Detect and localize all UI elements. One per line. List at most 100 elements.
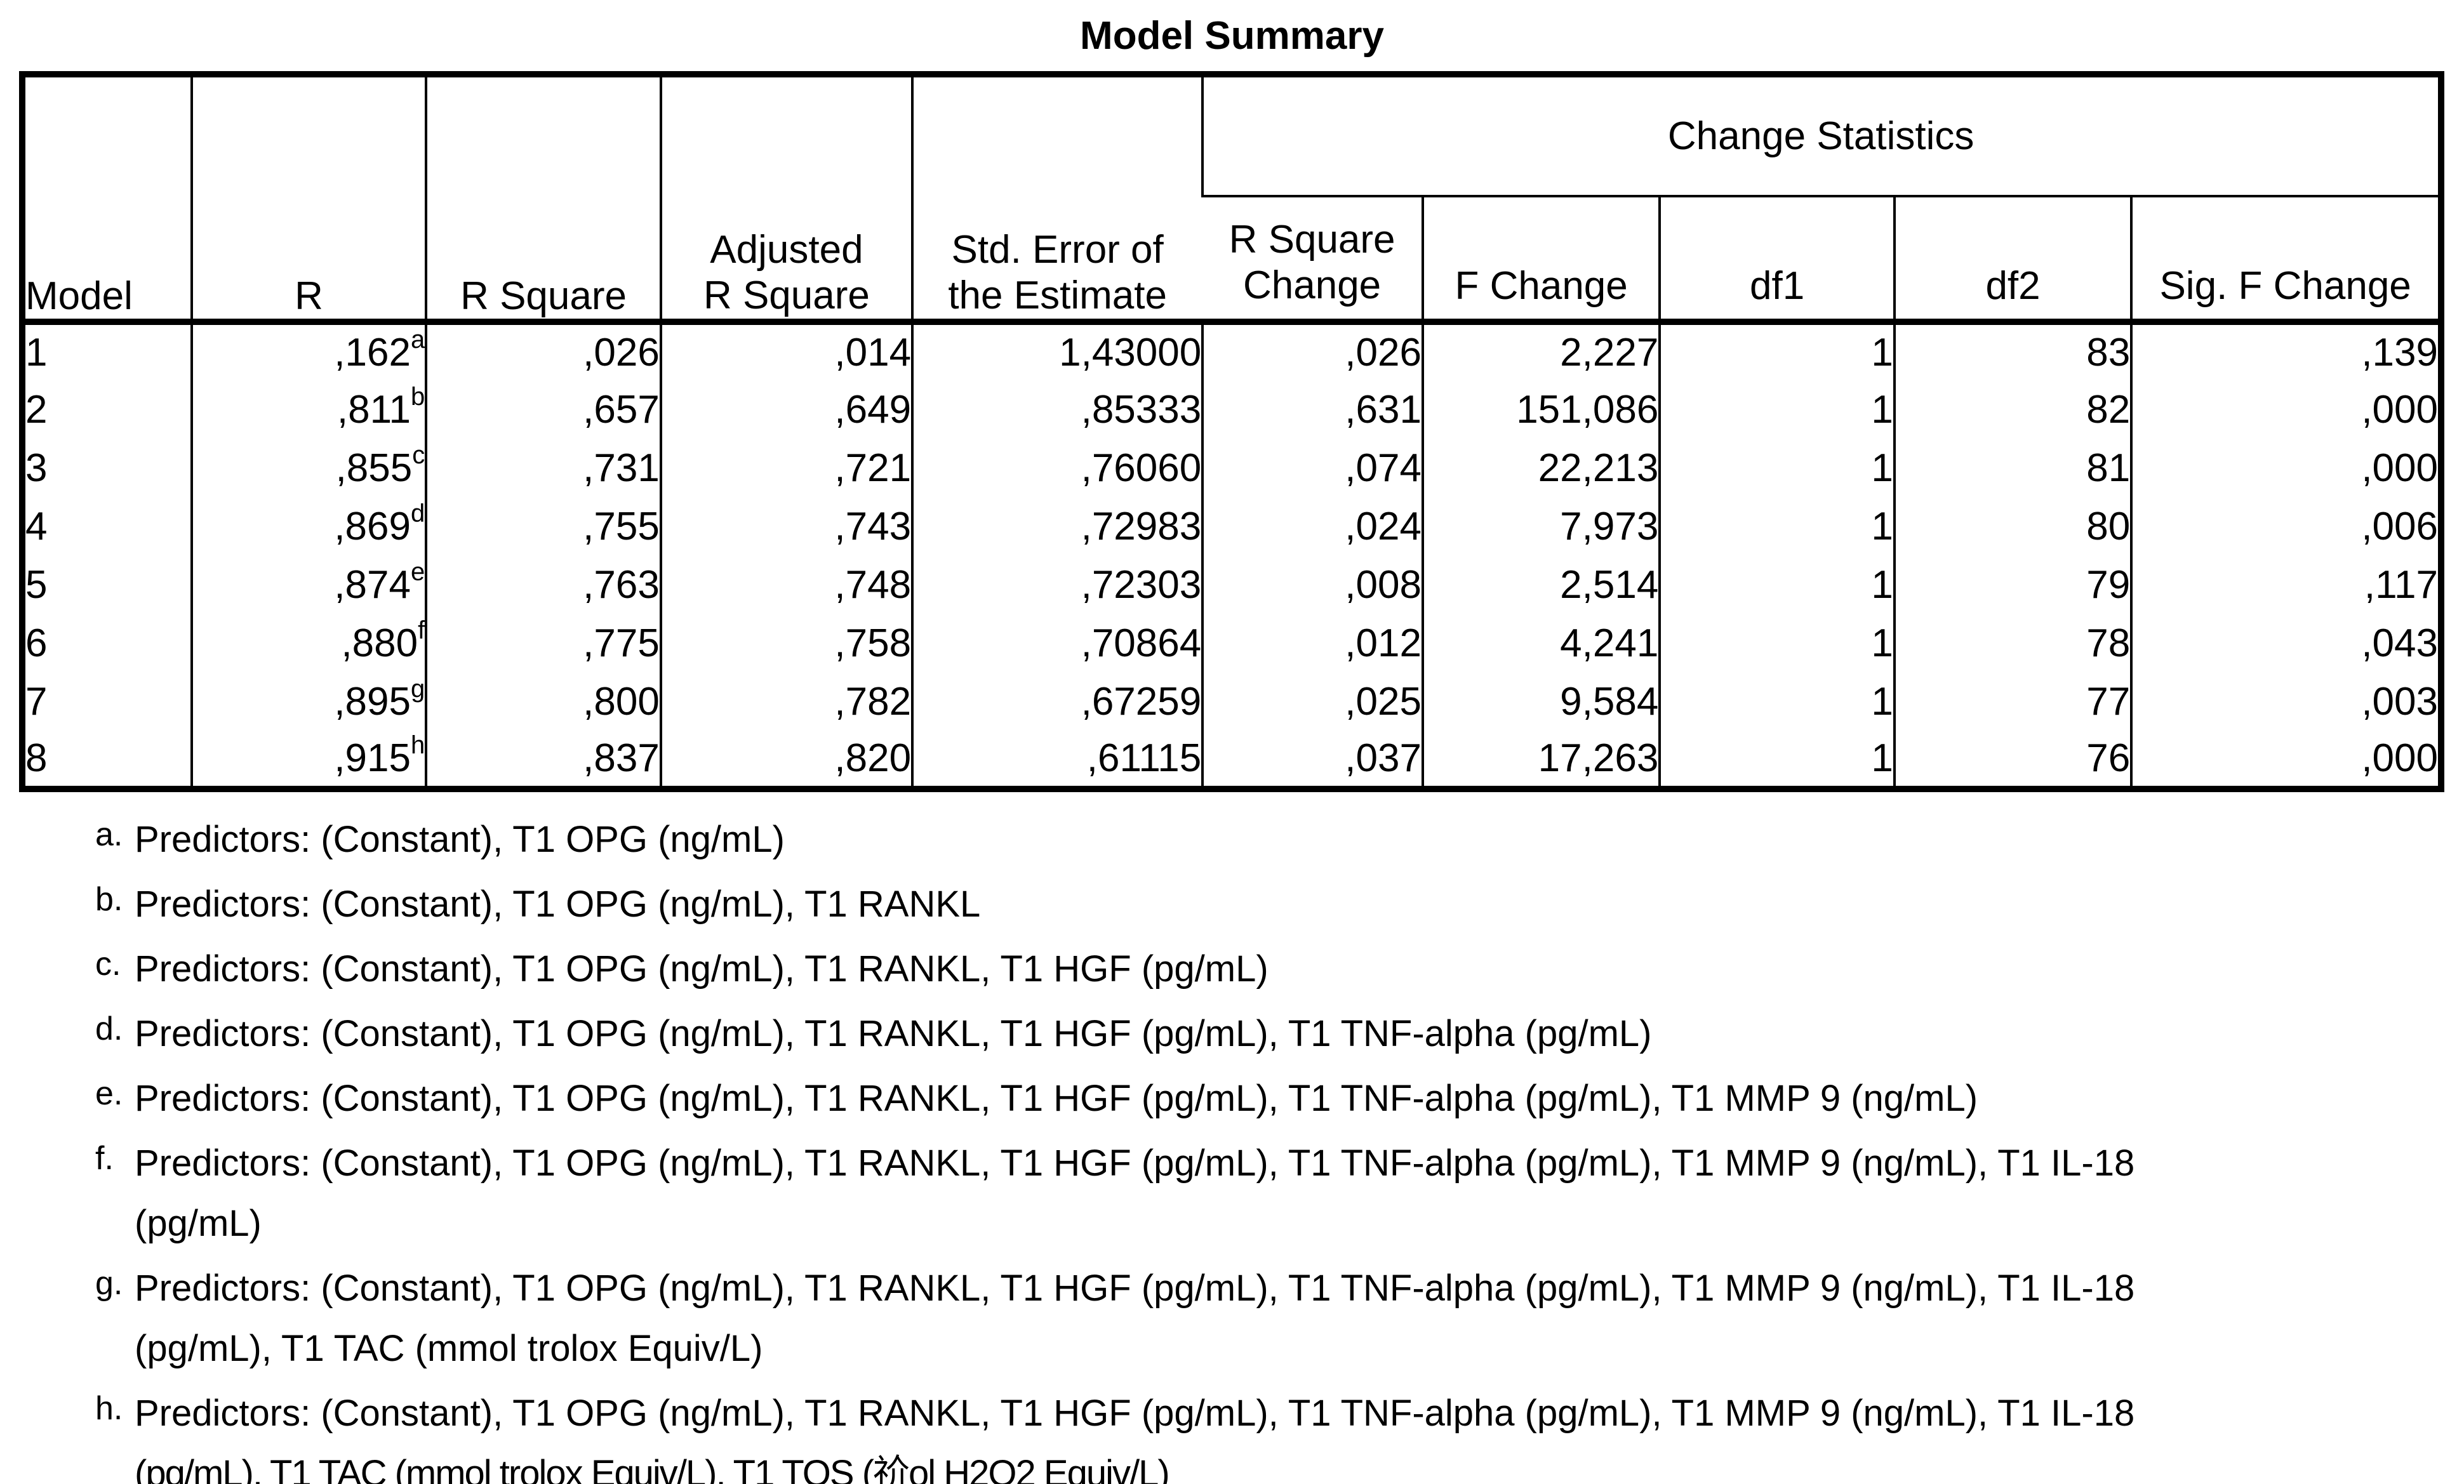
r-value: ,869: [334, 504, 411, 548]
model-summary-table: Model R R Square Adjusted R Square Std. E…: [19, 71, 2444, 792]
footnote-marker: f.: [95, 1140, 114, 1177]
cell-r: ,880f: [190, 614, 427, 672]
cell-df1: 1: [1658, 497, 1895, 555]
cell-model: 5: [25, 562, 48, 607]
r-value: ,855: [335, 446, 413, 490]
r-footnote-marker: d: [411, 499, 425, 527]
table-row: 7 ,895g ,800 ,782 ,67259 ,025 9,584 1 77…: [22, 672, 2441, 731]
col-header-sig-f-change: Sig. F Change: [2130, 196, 2441, 325]
footnote-marker: a.: [95, 816, 123, 853]
col-header-model: Model: [22, 74, 192, 325]
cell-df1: 1: [1658, 380, 1895, 439]
col-header-r: R: [190, 74, 427, 325]
cell-df1: 1: [1658, 439, 1895, 497]
cell-std-error: ,76060: [911, 439, 1203, 497]
cell-std-error: ,72303: [911, 555, 1203, 614]
cell-r-square: ,837: [425, 731, 661, 789]
table-row: 1 ,162a ,026 ,014 1,43000 ,026 2,227 1 8…: [22, 322, 2441, 380]
footnote-f: f. Predictors: (Constant), T1 OPG (ng/mL)…: [95, 1129, 2464, 1254]
cell-df2: 82: [1893, 380, 2132, 439]
table-title: Model Summary: [1080, 14, 1384, 58]
cell-std-error: ,70864: [911, 614, 1203, 672]
cell-r: ,895g: [190, 672, 427, 731]
col-header-r-square-change-line2: Change: [1242, 263, 1382, 307]
footnote-text: Predictors: (Constant), T1 OPG (ng/mL), …: [135, 1268, 2135, 1309]
col-header-adjusted-r-square-line2: R Square: [703, 274, 870, 317]
cell-df1: 1: [1658, 322, 1895, 380]
cell-adj-r-square: ,820: [659, 731, 913, 789]
r-footnote-marker: g: [411, 674, 425, 703]
table-row: 3 ,855c ,731 ,721 ,76060 ,074 22,213 1 8…: [22, 439, 2441, 497]
cell-r: ,869d: [190, 497, 427, 555]
footnote-marker: h.: [95, 1390, 123, 1427]
r-value: ,162: [334, 331, 411, 374]
cell-std-error: ,72983: [911, 497, 1203, 555]
cell-f-change: 9,584: [1421, 672, 1660, 731]
cell-f-change: 2,227: [1421, 322, 1660, 380]
r-footnote-marker: e: [411, 557, 425, 586]
col-header-std-error: Std. Error of the Estimate: [911, 74, 1203, 325]
footnote-marker: c.: [95, 946, 121, 983]
cell-adj-r-square: ,743: [659, 497, 913, 555]
cell-std-error: ,85333: [911, 380, 1203, 439]
r-footnote-marker: h: [411, 731, 425, 759]
col-header-df2: df2: [1893, 196, 2132, 325]
cell-model: 2: [25, 387, 48, 432]
col-header-df1: df1: [1658, 196, 1895, 325]
col-header-r-square: R Square: [425, 74, 661, 325]
footnote-g: g. Predictors: (Constant), T1 OPG (ng/mL)…: [95, 1254, 2464, 1379]
table-row: 4 ,869d ,755 ,743 ,72983 ,024 7,973 1 80…: [22, 497, 2441, 555]
cell-r-square-change: ,025: [1201, 672, 1423, 731]
cell-f-change: 2,514: [1421, 555, 1660, 614]
col-header-r-square-change-line1: R Square: [1229, 218, 1395, 262]
cell-sig-f-change: ,000: [2130, 380, 2441, 439]
footnote-text-line2: (pg/mL), T1 TAC (mmol trolox Equiv/L), T…: [135, 1453, 1170, 1484]
cell-std-error: ,61115: [911, 731, 1203, 789]
r-footnote-marker: b: [411, 382, 425, 411]
cell-df2: 78: [1893, 614, 2132, 672]
cell-f-change: 17,263: [1421, 731, 1660, 789]
cell-r-square: ,755: [425, 497, 661, 555]
cell-f-change: 151,086: [1421, 380, 1660, 439]
cell-model: 6: [25, 621, 48, 665]
cell-model: 1: [25, 331, 48, 374]
cell-df2: 79: [1893, 555, 2132, 614]
col-header-std-error-line1: Std. Error of: [951, 228, 1164, 272]
cell-adj-r-square: ,649: [659, 380, 913, 439]
cell-model: 8: [25, 736, 48, 780]
cell-sig-f-change: ,000: [2130, 731, 2441, 789]
cell-df1: 1: [1658, 672, 1895, 731]
cell-std-error: 1,43000: [911, 322, 1203, 380]
footnote-text-line2: (pg/mL), T1 TAC (mmol trolox Equiv/L): [135, 1328, 763, 1369]
table-row: 6 ,880f ,775 ,758 ,70864 ,012 4,241 1 78…: [22, 614, 2441, 672]
cell-f-change: 7,973: [1421, 497, 1660, 555]
cell-r-square-change: ,008: [1201, 555, 1423, 614]
cell-adj-r-square: ,782: [659, 672, 913, 731]
cell-sig-f-change: ,006: [2130, 497, 2441, 555]
footnote-text: Predictors: (Constant), T1 OPG (ng/mL), …: [135, 1143, 2135, 1184]
cell-df2: 81: [1893, 439, 2132, 497]
cell-r: ,915h: [190, 731, 427, 789]
r-value: ,880: [341, 621, 418, 665]
cell-df1: 1: [1658, 614, 1895, 672]
cell-adj-r-square: ,748: [659, 555, 913, 614]
r-value: ,811: [336, 387, 411, 432]
cell-r-square-change: ,026: [1201, 322, 1423, 380]
cell-r: ,855c: [190, 439, 427, 497]
cell-df2: 77: [1893, 672, 2132, 731]
footnote-a: a. Predictors: (Constant), T1 OPG (ng/mL): [95, 805, 2464, 870]
cell-df1: 1: [1658, 555, 1895, 614]
cell-sig-f-change: ,139: [2130, 322, 2441, 380]
cell-sig-f-change: ,003: [2130, 672, 2441, 731]
cell-r-square: ,800: [425, 672, 661, 731]
cell-sig-f-change: ,043: [2130, 614, 2441, 672]
cell-adj-r-square: ,721: [659, 439, 913, 497]
cell-sig-f-change: ,117: [2130, 555, 2441, 614]
footnote-b: b. Predictors: (Constant), T1 OPG (ng/mL)…: [95, 870, 2464, 934]
cell-df2: 76: [1893, 731, 2132, 789]
cell-r-square: ,763: [425, 555, 661, 614]
footnote-marker: g.: [95, 1265, 123, 1302]
footnote-d: d. Predictors: (Constant), T1 OPG (ng/mL)…: [95, 999, 2464, 1064]
footnote-text: Predictors: (Constant), T1 OPG (ng/mL), …: [135, 1013, 1652, 1054]
